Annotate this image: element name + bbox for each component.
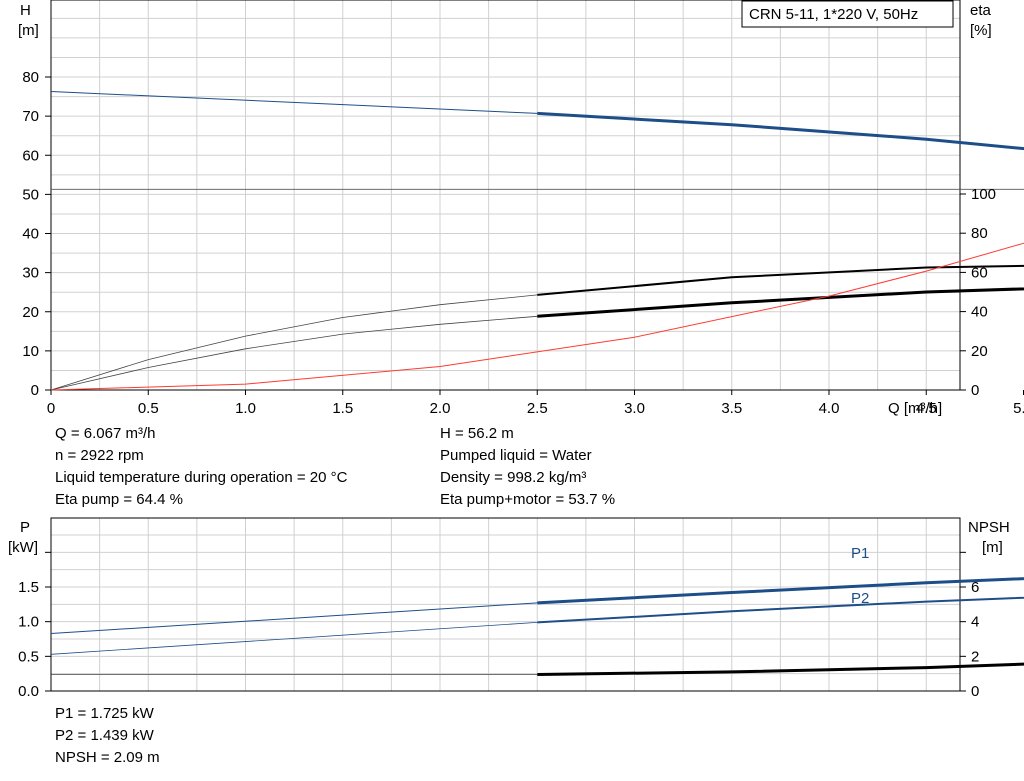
npsh-line: [537, 662, 1024, 676]
flow-tick-label: 0: [47, 400, 55, 417]
npsh-axis-unit: [m]: [982, 539, 1003, 556]
head-tick-label: 20: [22, 304, 39, 321]
flow-tick-label: 5.0: [1013, 400, 1024, 417]
power-tick-label: 0.0: [18, 683, 39, 700]
head-tick-label: 50: [22, 186, 39, 203]
head-tick-label: 30: [22, 265, 39, 282]
head-tick-label: 80: [22, 69, 39, 86]
info-p1: P1 = 1.725 kW: [55, 705, 155, 722]
p2-series-label: P2: [851, 590, 869, 607]
info-p2: P2 = 1.439 kW: [55, 727, 155, 744]
eta-tick-label: 80: [971, 225, 988, 242]
p2-line: [537, 596, 1024, 624]
info-eta-pump: Eta pump = 64.4 %: [55, 491, 183, 508]
power-axis-label: P: [20, 519, 30, 536]
eta-axis-label: eta: [970, 2, 992, 19]
flow-tick-label: 1.0: [235, 400, 256, 417]
head-tick-label: 60: [22, 147, 39, 164]
eta-pump-line: [537, 264, 1024, 296]
flow-tick-label: 2.0: [430, 400, 451, 417]
info-temperature: Liquid temperature during operation = 20…: [55, 469, 348, 486]
p1-series-label: P1: [851, 545, 869, 562]
head-tick-label: 40: [22, 226, 39, 243]
duty-info-top: Q = 6.067 m³/h H = 56.2 m n = 2922 rpm P…: [55, 425, 615, 508]
head-axis-unit: [m]: [18, 22, 39, 39]
power-tick-label: 0.5: [18, 648, 39, 665]
eta-total-line: [537, 287, 1024, 318]
flow-tick-label: 4.5: [916, 400, 937, 417]
npsh-tick-label: 6: [971, 579, 979, 596]
eta-pump-extrapolated-line: [50, 294, 538, 391]
power-npsh-series: [50, 577, 1024, 676]
info-head: H = 56.2 m: [440, 425, 514, 442]
power-npsh-ticks: 0.0 0.5 1.0 1.5 0 2 4 6: [18, 551, 979, 700]
info-npsh: NPSH = 2.09 m: [55, 749, 160, 766]
head-line: [537, 111, 1024, 151]
eta-tick-label: 40: [971, 304, 988, 321]
head-tick-label: 0: [31, 382, 39, 399]
head-eta-plot: 0 10 20 30 40 50 60 70 80 0 20 40 60 80 100 0 0.5 1.0 1.5 2…: [18, 0, 1024, 417]
power-tick-label: 1.5: [18, 579, 39, 596]
flow-tick-label: 3.0: [624, 400, 645, 417]
info-speed: n = 2922 rpm: [55, 447, 144, 464]
system-curve-line: [50, 242, 1024, 391]
head-eta-series: [50, 91, 1024, 391]
eta-tick-label: 0: [971, 382, 979, 399]
flow-tick-label: 3.5: [721, 400, 742, 417]
head-eta-ticks: 0 10 20 30 40 50 60 70 80 0 20 40 60 80 100 0 0.5 1.0 1.5 2…: [22, 69, 1024, 417]
power-tick-label: 1.0: [18, 614, 39, 631]
flow-axis-label: Q [m³/h]: [888, 400, 942, 417]
power-npsh-grid: [51, 518, 960, 691]
head-tick-label: 10: [22, 343, 39, 360]
flow-tick-label: 2.5: [527, 400, 548, 417]
info-flow: Q = 6.067 m³/h: [55, 425, 155, 442]
eta-axis-unit: [%]: [970, 22, 992, 39]
head-axis-label: H: [20, 2, 31, 19]
eta-tick-label: 60: [971, 264, 988, 281]
flow-tick-label: 0.5: [138, 400, 159, 417]
eta-tick-label: 100: [971, 186, 996, 203]
power-npsh-plot: 0.0 0.5 1.0 1.5 0 2 4 6 P [kW] NPSH [m] P1 P2: [8, 517, 1024, 700]
p1-extrapolated-line: [50, 602, 538, 634]
eta-tick-label: 20: [971, 343, 988, 360]
head-eta-frame: [50, 0, 961, 391]
flow-tick-label: 1.5: [332, 400, 353, 417]
legend-text: CRN 5-11, 1*220 V, 50Hz: [749, 6, 918, 23]
info-eta-total: Eta pump+motor = 53.7 %: [440, 491, 615, 508]
head-tick-label: 70: [22, 108, 39, 125]
flow-tick-label: 4.0: [819, 400, 840, 417]
eta-total-extrapolated-line: [50, 315, 538, 391]
power-axis-unit: [kW]: [8, 539, 38, 556]
info-density: Density = 998.2 kg/m³: [440, 469, 586, 486]
duty-info-bottom: P1 = 1.725 kW P2 = 1.439 kW NPSH = 2.09 …: [55, 705, 160, 766]
head-eta-grid: [51, 0, 960, 390]
npsh-tick-label: 0: [971, 683, 979, 700]
p2-extrapolated-line: [50, 622, 538, 655]
power-npsh-frame: [50, 517, 961, 692]
npsh-tick-label: 2: [971, 648, 979, 665]
head-extrapolated-line: [50, 91, 538, 114]
npsh-tick-label: 4: [971, 614, 979, 631]
legend-box: [741, 0, 954, 28]
npsh-axis-label: NPSH: [968, 519, 1010, 536]
p1-line: [537, 577, 1024, 605]
info-liquid: Pumped liquid = Water: [440, 447, 592, 464]
